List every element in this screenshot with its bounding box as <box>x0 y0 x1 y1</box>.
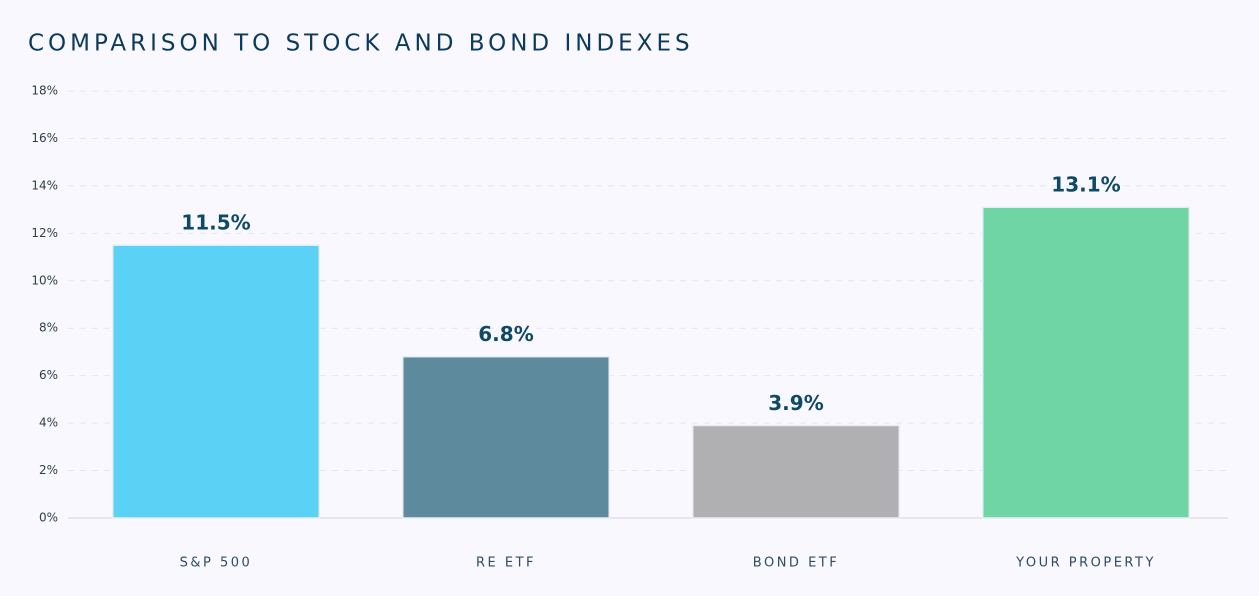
y-tick-label: 18% <box>31 84 58 98</box>
y-tick-label: 12% <box>31 226 58 240</box>
x-tick-label: S&P 500 <box>180 556 253 571</box>
y-tick-label: 16% <box>31 131 58 145</box>
y-tick-label: 2% <box>39 463 58 477</box>
value-label: 11.5% <box>181 211 250 235</box>
y-tick-label: 10% <box>31 273 58 287</box>
x-tick-label: BOND ETF <box>753 556 839 571</box>
bar <box>402 355 610 519</box>
y-tick-label: 6% <box>39 368 58 382</box>
chart-title: COMPARISON TO STOCK AND BOND INDEXES <box>28 31 694 57</box>
value-label: 3.9% <box>768 391 823 415</box>
x-tick-label: YOUR PROPERTY <box>1015 556 1156 571</box>
y-tick-label: 0% <box>39 511 58 525</box>
y-tick-label: 8% <box>39 321 58 335</box>
y-tick-label: 4% <box>39 416 58 430</box>
value-label: 6.8% <box>478 322 533 346</box>
bar <box>982 206 1190 519</box>
y-tick-label: 14% <box>31 178 58 192</box>
bar <box>692 424 900 519</box>
value-label: 13.1% <box>1051 173 1120 197</box>
x-tick-label: RE ETF <box>476 556 536 571</box>
bar <box>112 244 320 519</box>
